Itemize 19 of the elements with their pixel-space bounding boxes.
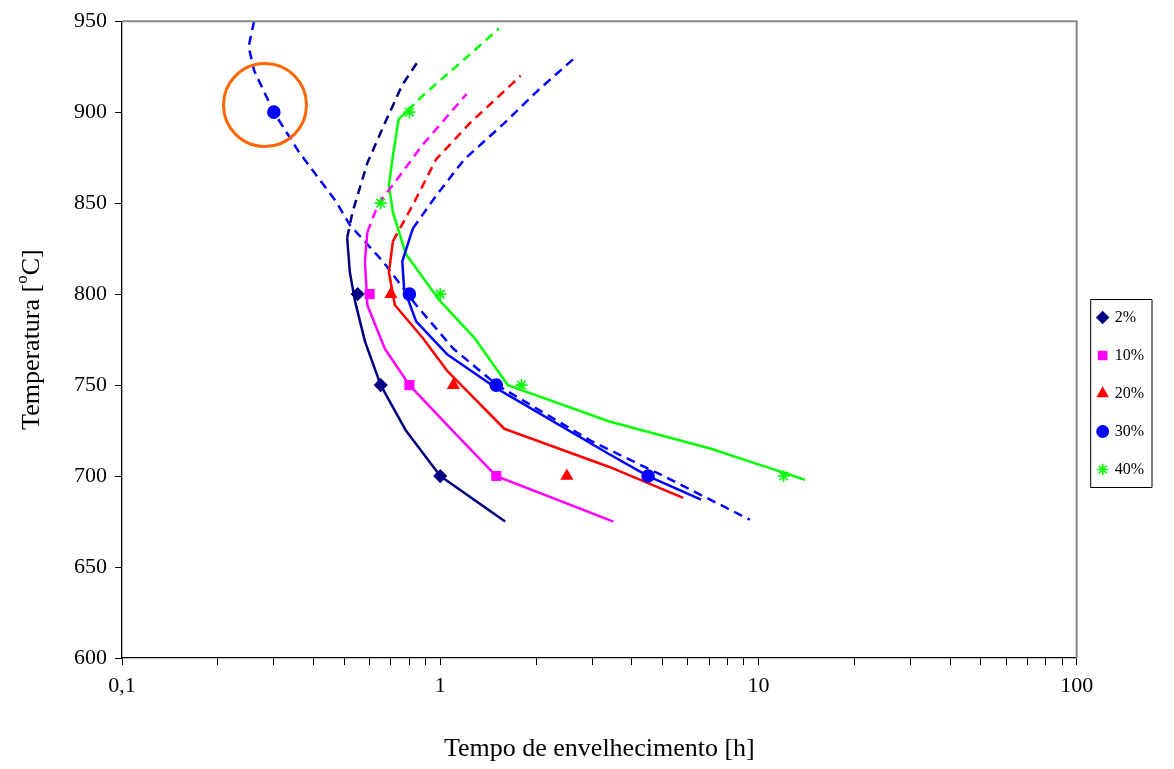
y-tick-label: 950 xyxy=(74,6,107,32)
legend-label: 2% xyxy=(1114,307,1136,325)
legend-label: 30% xyxy=(1114,421,1144,439)
y-tick-label: 700 xyxy=(74,461,107,487)
y-tick-label: 750 xyxy=(74,370,107,396)
x-tick-label: 100 xyxy=(1060,671,1094,697)
x-tick-label: 0,1 xyxy=(108,671,136,697)
y-tick-label: 600 xyxy=(74,643,107,669)
y-tick-label: 900 xyxy=(74,97,107,123)
x-tick-label: 1 xyxy=(434,671,446,697)
legend-label: 10% xyxy=(1114,345,1144,363)
legend-label: 20% xyxy=(1114,383,1144,401)
x-tick-label: 10 xyxy=(747,671,770,697)
y-axis-title: Temperatura [oC] xyxy=(12,249,45,430)
legend-label: 40% xyxy=(1114,459,1144,477)
y-tick-label: 850 xyxy=(74,188,107,214)
y-tick-label: 800 xyxy=(74,279,107,305)
x-axis-title: Tempo de envelhecimento [h] xyxy=(443,733,755,763)
y-tick-label: 650 xyxy=(74,552,107,578)
